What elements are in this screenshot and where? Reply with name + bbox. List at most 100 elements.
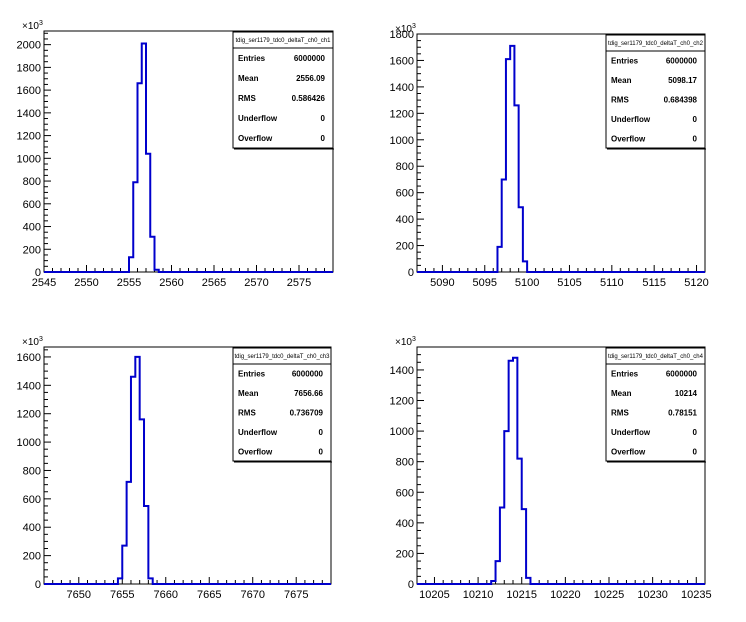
x-tick-label: 2570	[244, 277, 268, 289]
stats-box-frame	[232, 31, 334, 149]
y-tick-label: 1000	[390, 426, 414, 438]
stats-row-value: 5098.17	[668, 76, 697, 85]
stats-row-label: Mean	[238, 74, 259, 83]
y-tick-label: 1400	[390, 365, 414, 377]
stats-title: tdig_ser1179_tdc0_deltaT_ch0_ch3	[235, 354, 331, 360]
y-tick-label: 600	[396, 188, 414, 200]
x-tick-label: 10205	[419, 589, 450, 601]
stats-row-value: 6000000	[292, 370, 324, 379]
y-exponent-base: ×10	[395, 337, 412, 348]
y-tick-label: 1200	[17, 409, 41, 421]
x-tick-label: 5095	[473, 277, 497, 289]
stats-row-label: Mean	[611, 389, 632, 398]
stats-title: tdig_ser1179_tdc0_deltaT_ch0_ch4	[608, 354, 704, 360]
y-tick-label: 600	[396, 487, 414, 499]
y-exponent-label: ×103	[395, 336, 416, 348]
x-tick-label: 5110	[600, 277, 624, 289]
x-tick-label: 10210	[463, 589, 494, 601]
stats-box: tdig_ser1179_tdc0_deltaT_ch0_ch1 Entries 6…	[232, 31, 334, 150]
y-tick-label: 400	[23, 522, 41, 534]
y-tick-label: 600	[23, 494, 41, 506]
stats-row-label: RMS	[238, 94, 256, 103]
y-tick-label: 1600	[390, 55, 414, 67]
histogram-panel-1: 2545 2550 2555 2560 2565 2570 2575 0 200 400 600 80…	[17, 20, 334, 289]
y-tick-label: 0	[35, 579, 41, 591]
y-tick-label: 200	[396, 241, 414, 253]
x-tick-label: 5100	[515, 277, 539, 289]
stats-row-label: Underflow	[611, 115, 651, 124]
x-tick-label: 7660	[154, 589, 178, 601]
y-tick-label: 1200	[17, 131, 41, 143]
y-tick-label: 1600	[17, 352, 41, 364]
x-tick-label: 2560	[159, 277, 183, 289]
x-tick-label: 2565	[202, 277, 226, 289]
y-exponent-label: ×103	[22, 20, 43, 32]
stats-row-label: Overflow	[238, 134, 273, 143]
x-tick-label: 7665	[197, 589, 221, 601]
stats-row-value: 0	[319, 447, 324, 456]
x-tick-label: 7655	[110, 589, 134, 601]
y-tick-label: 1200	[390, 396, 414, 408]
x-tick-label: 7650	[67, 589, 91, 601]
y-tick-label: 400	[396, 214, 414, 226]
stats-row-label: Entries	[611, 57, 639, 66]
x-tick-label: 7675	[284, 589, 308, 601]
stats-row-value: 0	[693, 115, 698, 124]
stats-row-label: Overflow	[611, 447, 646, 456]
histogram-outline	[417, 356, 705, 585]
stats-row-value: 6000000	[294, 54, 326, 63]
histogram-outline	[44, 42, 333, 273]
y-exponent-base: ×10	[395, 24, 412, 35]
x-tick-label: 5105	[557, 277, 581, 289]
stats-row-value: 0	[693, 428, 698, 437]
y-tick-label: 1400	[390, 82, 414, 94]
y-tick-label: 1600	[17, 85, 41, 97]
stats-row-value: 0.586426	[292, 94, 326, 103]
y-tick-label: 400	[23, 222, 41, 234]
stats-row-value: 10214	[675, 389, 698, 398]
stats-box-frame	[605, 34, 706, 149]
y-tick-label: 200	[23, 551, 41, 563]
stats-row-value: 0	[693, 447, 698, 456]
y-exponent-base: ×10	[22, 337, 39, 348]
stats-row-value: 2556.09	[296, 74, 325, 83]
histogram-outline	[44, 355, 331, 585]
stats-box-frame	[232, 347, 332, 462]
y-tick-label: 1400	[17, 380, 41, 392]
stats-row-label: RMS	[611, 409, 629, 418]
y-tick-label: 200	[23, 244, 41, 256]
stats-row-label: Underflow	[238, 114, 278, 123]
histogram-outline	[417, 44, 705, 273]
y-exponent-power: 3	[39, 20, 43, 27]
y-tick-label: 0	[408, 267, 414, 279]
y-tick-label: 200	[396, 548, 414, 560]
y-tick-label: 1000	[17, 153, 41, 165]
stats-row-label: Underflow	[238, 428, 278, 437]
x-tick-label: 10235	[681, 589, 712, 601]
stats-title: tdig_ser1179_tdc0_deltaT_ch0_ch2	[608, 41, 704, 47]
y-exponent-power: 3	[412, 23, 416, 30]
stats-row-label: Overflow	[611, 134, 646, 143]
y-exponent-label: ×103	[22, 336, 43, 348]
y-tick-label: 1800	[390, 29, 414, 41]
x-tick-label: 5120	[684, 277, 708, 289]
y-exponent-power: 3	[412, 336, 416, 343]
stats-row-label: Entries	[238, 54, 266, 63]
x-tick-label: 2555	[117, 277, 141, 289]
y-tick-label: 800	[23, 465, 41, 477]
y-exponent-label: ×103	[395, 23, 416, 35]
x-tick-label: 10230	[637, 589, 668, 601]
stats-row-value: 6000000	[666, 57, 698, 66]
stats-row-value: 0.684398	[664, 96, 698, 105]
stats-row-value: 0.78151	[668, 409, 697, 418]
y-exponent-base: ×10	[22, 21, 39, 32]
x-tick-label: 2575	[287, 277, 311, 289]
y-tick-label: 1800	[17, 62, 41, 74]
stats-box-frame	[605, 347, 706, 462]
x-tick-label: 2550	[74, 277, 98, 289]
x-tick-label: 10215	[506, 589, 537, 601]
stats-box: tdig_ser1179_tdc0_deltaT_ch0_ch4 Entries 6…	[605, 347, 706, 463]
stats-box: tdig_ser1179_tdc0_deltaT_ch0_ch3 Entries 6…	[232, 347, 332, 463]
y-tick-label: 1200	[390, 108, 414, 120]
